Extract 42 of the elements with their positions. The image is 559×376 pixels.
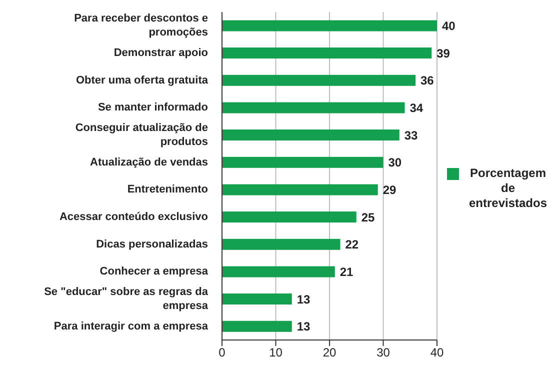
data-label: 13: [296, 320, 311, 334]
y-tick-label: Conseguir atualização de produtos: [75, 122, 208, 148]
y-tick-label: Entretenimento: [127, 184, 208, 196]
y-tick-label: Acessar conteúdo exclusivo: [59, 211, 208, 223]
bar: [222, 238, 340, 250]
x-tick-label: 40: [430, 346, 444, 360]
bar: [222, 102, 405, 114]
bar: [222, 266, 335, 278]
data-label: 39: [436, 46, 450, 60]
bar: [222, 212, 356, 223]
data-label: 40: [442, 18, 456, 33]
legend-label: Porcentagem de entrevistados: [468, 166, 548, 210]
bar: [222, 294, 292, 305]
bar: [222, 20, 437, 32]
bar: [222, 156, 384, 168]
y-tick-label: Obter uma oferta gratuita: [76, 74, 209, 86]
x-tick-label: 30: [376, 346, 390, 360]
x-tick-label: 10: [269, 346, 283, 360]
y-tick-label: Para interagir com a empresa: [54, 320, 209, 332]
bar: [222, 130, 400, 141]
data-label: 25: [361, 210, 376, 224]
data-label: 34: [410, 100, 424, 115]
data-label: 21: [340, 264, 354, 279]
x-tick-label: 0: [218, 346, 226, 360]
data-label: 30: [388, 156, 402, 170]
y-tick-label: Para receber descontos e promoções: [74, 12, 208, 39]
data-label: 29: [382, 182, 397, 197]
data-label: 22: [345, 238, 359, 252]
bar: [222, 184, 378, 196]
y-tick-label: Conhecer a empresa: [100, 266, 209, 278]
y-tick-label: Se manter informado: [98, 102, 208, 114]
data-label: 13: [296, 292, 311, 306]
data-label: 36: [420, 74, 434, 88]
y-tick-label: Atualização de vendas: [90, 156, 208, 168]
bar: [222, 320, 292, 332]
x-tick-label: 20: [322, 346, 336, 360]
bar: [222, 48, 432, 59]
data-label: 33: [404, 128, 418, 142]
bar: [222, 74, 416, 86]
y-tick-label: Dicas personalizadas: [96, 238, 208, 250]
y-tick-label: Demonstrar apoio: [114, 47, 208, 59]
y-tick-label: Se "educar" sobre as regras da empresa: [44, 286, 209, 312]
